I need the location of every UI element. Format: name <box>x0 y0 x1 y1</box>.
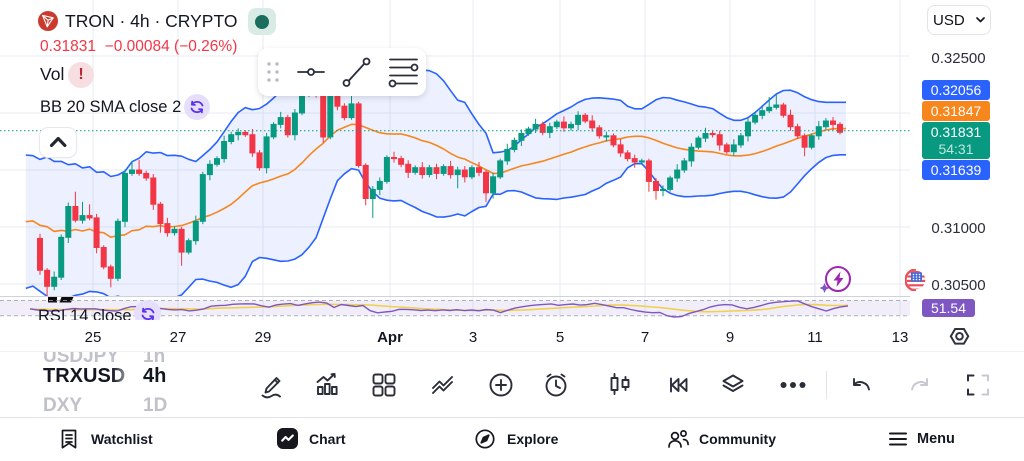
svg-text:13: 13 <box>892 329 909 346</box>
svg-text:25: 25 <box>85 329 102 346</box>
svg-text:27: 27 <box>170 329 187 346</box>
svg-text:29: 29 <box>255 329 272 346</box>
svg-text:Apr: Apr <box>377 329 403 346</box>
svg-text:9: 9 <box>726 329 734 346</box>
svg-text:11: 11 <box>807 329 823 346</box>
svg-text:5: 5 <box>556 329 564 346</box>
svg-text:3: 3 <box>469 329 477 346</box>
svg-text:7: 7 <box>641 329 649 346</box>
